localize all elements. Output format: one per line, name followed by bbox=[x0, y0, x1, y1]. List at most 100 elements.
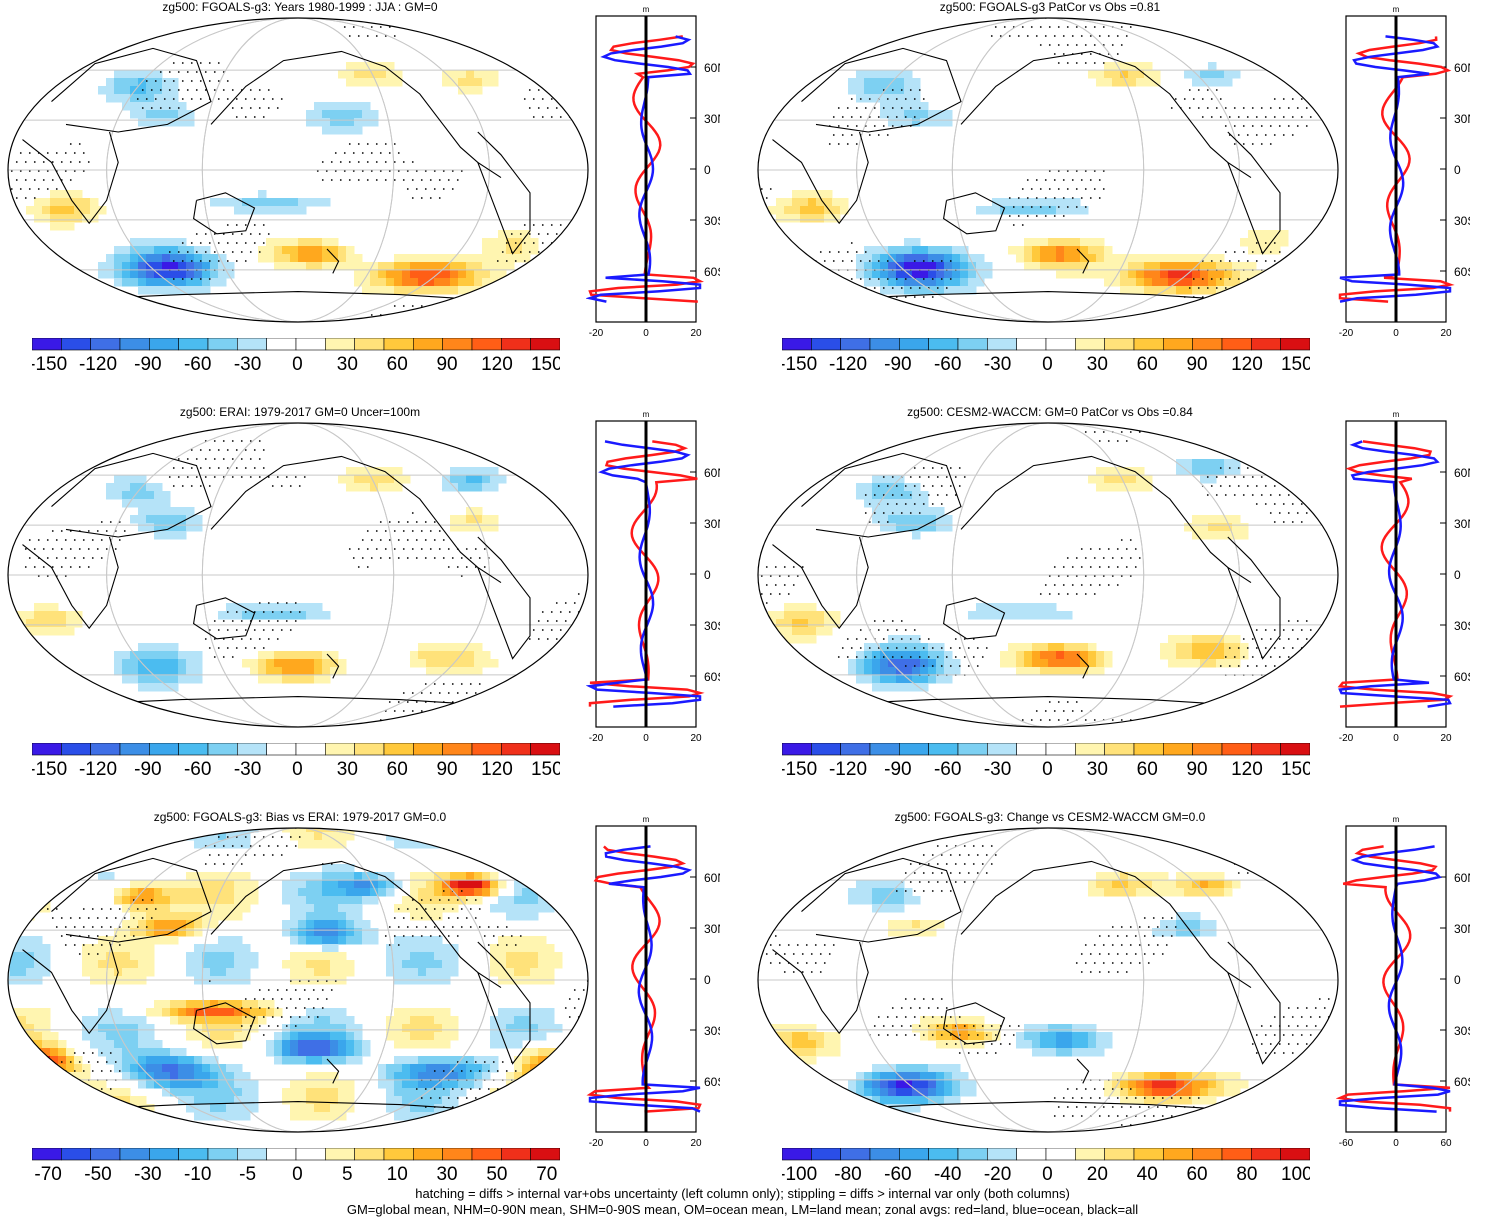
colorbar-swatch bbox=[1281, 743, 1310, 755]
colorbar-swatch bbox=[1163, 1148, 1192, 1160]
profile-tick-label: 20 bbox=[1440, 328, 1452, 339]
colorbar-swatch bbox=[355, 743, 384, 755]
profile-lat-label: 30N bbox=[704, 922, 720, 936]
colorbar-label: 30 bbox=[337, 354, 358, 375]
colorbar-swatch bbox=[1222, 338, 1251, 350]
colorbar-swatch bbox=[1251, 338, 1280, 350]
panel-3: zg500: ERAI: 1979-2017 GM=0 Uncer=100m-1… bbox=[0, 405, 720, 795]
colorbar-label: 100 bbox=[1281, 1164, 1310, 1185]
colorbar-swatch bbox=[61, 338, 90, 350]
colorbar-label: -80 bbox=[834, 1164, 861, 1185]
profile-lat-label: 30S bbox=[704, 1024, 720, 1038]
colorbar-swatch bbox=[1222, 743, 1251, 755]
profile-lat-label: 0 bbox=[704, 163, 711, 177]
colorbar-label: 70 bbox=[536, 1164, 557, 1185]
colorbar-swatch bbox=[91, 743, 120, 755]
colorbar-label: -40 bbox=[934, 1164, 961, 1185]
colorbar-swatch bbox=[208, 743, 237, 755]
profile-tick-label: 0 bbox=[1393, 1138, 1399, 1149]
colorbar-label: -30 bbox=[234, 759, 261, 780]
profile-lat-label: 60N bbox=[1454, 466, 1470, 480]
profile-unit: m bbox=[643, 815, 650, 824]
colorbar-swatch bbox=[501, 338, 530, 350]
profile-tick-label: 20 bbox=[690, 1138, 702, 1149]
colorbar-swatch bbox=[120, 743, 149, 755]
colorbar-swatch bbox=[1017, 743, 1046, 755]
colorbar-swatch bbox=[958, 743, 987, 755]
profile-tick-label: 20 bbox=[690, 328, 702, 339]
colorbar-label: -120 bbox=[79, 354, 117, 375]
profile-lat-label: 30S bbox=[704, 619, 720, 633]
colorbar-swatch bbox=[296, 743, 325, 755]
zonal-profile: m-2002060N30N030S60S bbox=[586, 4, 720, 342]
colorbar-label: 120 bbox=[481, 759, 513, 780]
contour-field bbox=[752, 14, 1344, 326]
colorbar-swatch bbox=[325, 743, 354, 755]
profile-unit: m bbox=[643, 410, 650, 419]
profile-lat-label: 30S bbox=[1454, 1024, 1470, 1038]
contour-field bbox=[752, 419, 1344, 731]
colorbar-swatch bbox=[179, 743, 208, 755]
profile-lat-label: 60N bbox=[1454, 61, 1470, 75]
profile-lat-label: 30S bbox=[704, 214, 720, 228]
colorbar-label: -60 bbox=[934, 354, 961, 375]
colorbar-label: 60 bbox=[1137, 759, 1158, 780]
colorbar-label: -60 bbox=[184, 759, 211, 780]
panel-title: zg500: ERAI: 1979-2017 GM=0 Uncer=100m bbox=[0, 405, 600, 419]
profile-tick-label: -20 bbox=[589, 328, 604, 339]
colorbar-swatch bbox=[413, 743, 442, 755]
colorbar-swatch bbox=[443, 1148, 472, 1160]
colorbar-swatch bbox=[1075, 338, 1104, 350]
colorbar-label: 10 bbox=[387, 1164, 408, 1185]
colorbar-swatch bbox=[841, 338, 870, 350]
colorbar-swatch bbox=[91, 1148, 120, 1160]
colorbar-swatch bbox=[267, 338, 296, 350]
colorbar-label: 90 bbox=[436, 354, 457, 375]
colorbar-label: 0 bbox=[292, 759, 303, 780]
robinson-map bbox=[2, 14, 594, 326]
profile-tick-label: -20 bbox=[589, 733, 604, 744]
colorbar-swatch bbox=[811, 743, 840, 755]
colorbar-label: 40 bbox=[1137, 1164, 1158, 1185]
colorbar-swatch bbox=[1017, 1148, 1046, 1160]
colorbar-swatch bbox=[958, 338, 987, 350]
colorbar-swatch bbox=[870, 338, 899, 350]
colorbar-swatch bbox=[782, 338, 811, 350]
colorbar-swatch bbox=[91, 338, 120, 350]
robinson-map bbox=[752, 824, 1344, 1136]
colorbar-swatch bbox=[413, 1148, 442, 1160]
colorbar-swatch bbox=[325, 338, 354, 350]
colorbar-swatch bbox=[413, 338, 442, 350]
panel-6: zg500: FGOALS-g3: Change vs CESM2-WACCM … bbox=[750, 810, 1470, 1200]
colorbar-label: -30 bbox=[134, 1164, 161, 1185]
colorbar-swatch bbox=[1222, 1148, 1251, 1160]
profile-unit: m bbox=[643, 5, 650, 14]
profile-tick-label: -20 bbox=[589, 1138, 604, 1149]
colorbar-label: -30 bbox=[984, 354, 1011, 375]
profile-lat-label: 60S bbox=[704, 670, 720, 684]
profile-lat-label: 60S bbox=[1454, 670, 1470, 684]
zonal-profile: m-2002060N30N030S60S bbox=[1336, 409, 1470, 747]
colorbar-swatch bbox=[811, 338, 840, 350]
contour-field bbox=[752, 824, 1344, 1136]
colorbar-swatch bbox=[179, 1148, 208, 1160]
colorbar-swatch bbox=[899, 1148, 928, 1160]
colorbar-swatch bbox=[531, 338, 560, 350]
colorbar-label: 120 bbox=[1231, 354, 1263, 375]
colorbar-swatch bbox=[501, 1148, 530, 1160]
colorbar-swatch bbox=[782, 743, 811, 755]
colorbar-swatch bbox=[531, 1148, 560, 1160]
colorbar-label: 50 bbox=[486, 1164, 507, 1185]
colorbar-swatch bbox=[899, 743, 928, 755]
contour-field bbox=[2, 824, 594, 1136]
zonal-profile: m-2002060N30N030S60S bbox=[586, 409, 720, 747]
colorbar-swatch bbox=[1134, 1148, 1163, 1160]
colorbar-swatch bbox=[237, 338, 266, 350]
colorbar-label: -150 bbox=[782, 354, 817, 375]
profile-lat-label: 60N bbox=[704, 61, 720, 75]
colorbar-swatch bbox=[384, 1148, 413, 1160]
panel-title: zg500: FGOALS-g3: Bias vs ERAI: 1979-201… bbox=[0, 810, 600, 824]
profile-lat-label: 30S bbox=[1454, 214, 1470, 228]
